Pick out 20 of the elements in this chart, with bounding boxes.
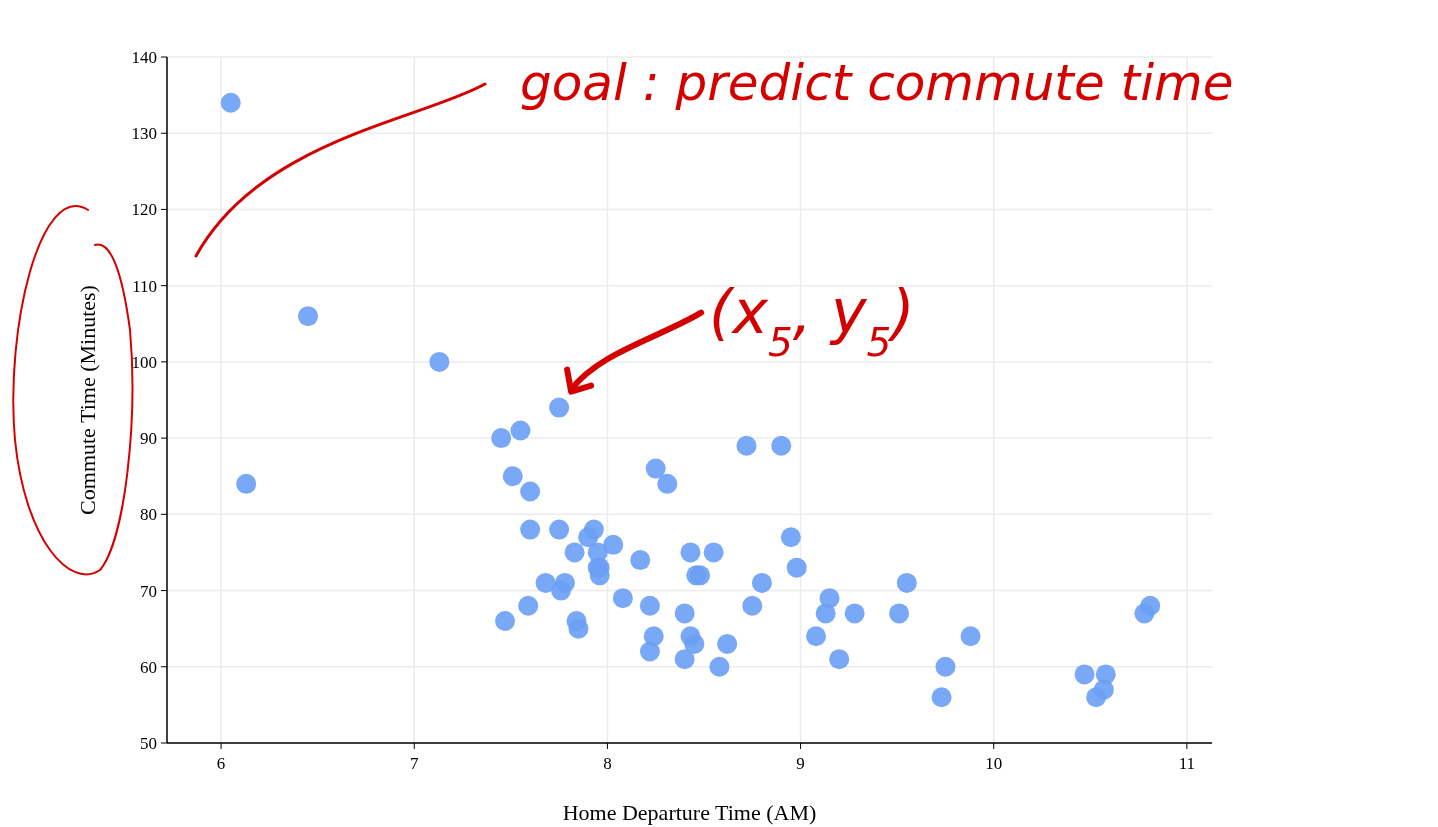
y-tick-label: 130 (131, 124, 157, 144)
x-tick-label: 7 (410, 754, 419, 773)
y-tick-label: 120 (131, 200, 157, 220)
x-tick-label: 11 (1178, 754, 1196, 773)
y-tick-label: 50 (140, 733, 157, 753)
x-axis-title: Home Departure Time (AM) (562, 800, 817, 825)
annotation: (x$_{5}$, y$_{5}$) (709, 276, 915, 365)
y-tick-label: 140 (131, 47, 157, 67)
x-tick-label: 9 (796, 754, 805, 773)
x-tick-label: 6 (216, 754, 226, 773)
y-tick-label: 70 (140, 581, 157, 601)
y-axis-title: Commute Time (Minutes) (75, 285, 100, 515)
y-tick-label: 110 (132, 276, 157, 296)
y-tick-label: 80 (140, 505, 157, 525)
annotation: goal : predict commute time (520, 54, 1234, 112)
y-tick-label: 60 (140, 657, 157, 677)
y-tick-label: 100 (131, 352, 157, 372)
x-tick-label: 8 (603, 754, 612, 773)
x-tick-label: 10 (985, 754, 1003, 773)
y-tick-label: 90 (140, 429, 157, 449)
